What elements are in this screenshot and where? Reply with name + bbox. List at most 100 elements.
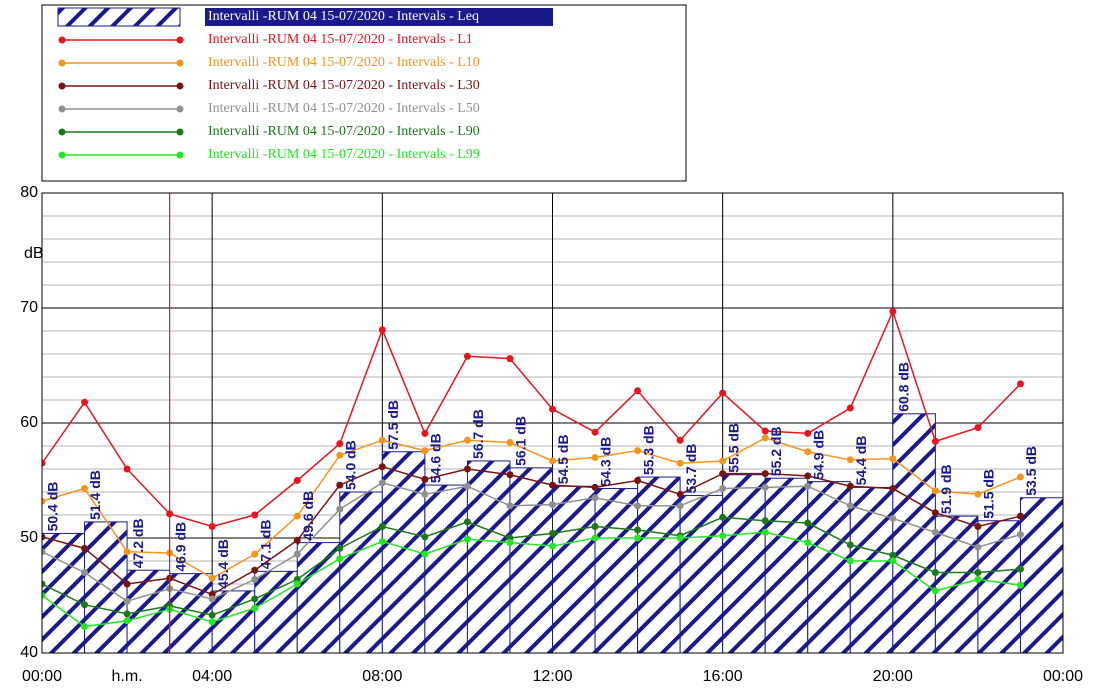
bar bbox=[892, 413, 936, 654]
legend-dot bbox=[176, 59, 184, 67]
series-point bbox=[378, 537, 386, 545]
series-point bbox=[591, 454, 599, 461]
x-tick-label: 08:00 bbox=[362, 668, 402, 685]
series-point bbox=[506, 502, 514, 510]
series-point bbox=[719, 457, 727, 465]
series-point bbox=[421, 429, 429, 437]
series-point bbox=[251, 595, 259, 603]
x-axis-label: h.m. bbox=[112, 668, 143, 685]
series-point bbox=[336, 544, 344, 552]
series-point bbox=[591, 428, 599, 436]
bar-value-label: 53.7 dB bbox=[683, 444, 699, 494]
series-point bbox=[1016, 473, 1024, 481]
legend-dot bbox=[58, 82, 66, 90]
bar-value-label: 50.4 dB bbox=[45, 482, 61, 532]
series-point bbox=[846, 482, 854, 490]
legend-highlight bbox=[205, 8, 553, 26]
series-point bbox=[421, 490, 429, 498]
series-point bbox=[719, 513, 727, 521]
bar bbox=[807, 481, 851, 654]
legend-label: Intervalli -RUM 04 15-07/2020 - Interval… bbox=[208, 147, 480, 162]
series-point bbox=[378, 463, 386, 471]
series-point bbox=[889, 307, 897, 315]
series-point bbox=[974, 523, 982, 530]
series-point bbox=[676, 436, 684, 444]
series-point bbox=[123, 580, 131, 588]
series-point bbox=[931, 509, 939, 517]
bar bbox=[466, 460, 511, 654]
legend-label: Intervalli -RUM 04 15-07/2020 - Interval… bbox=[208, 78, 480, 93]
series-point bbox=[719, 389, 727, 397]
bar bbox=[339, 491, 383, 654]
series-point bbox=[42, 497, 46, 505]
x-tick-label: 04:00 bbox=[192, 668, 232, 685]
series-point bbox=[846, 541, 854, 549]
legend-dot bbox=[176, 128, 184, 136]
bar-value-label: 57.5 dB bbox=[385, 400, 401, 450]
series-point bbox=[293, 580, 301, 588]
series-point bbox=[804, 482, 812, 490]
series-point bbox=[336, 440, 344, 448]
series-point bbox=[549, 542, 556, 550]
series-point bbox=[931, 528, 939, 536]
series-point bbox=[378, 479, 386, 487]
legend-dot bbox=[176, 82, 184, 90]
series-point bbox=[42, 548, 46, 556]
series-point bbox=[761, 483, 769, 491]
bar-value-label: 54.6 dB bbox=[428, 433, 444, 483]
series-line bbox=[42, 465, 1021, 596]
series-point bbox=[293, 477, 301, 484]
series-point bbox=[208, 618, 216, 626]
bar bbox=[594, 488, 639, 654]
series-point bbox=[506, 539, 514, 547]
series-point bbox=[336, 555, 344, 563]
series-point bbox=[1016, 581, 1024, 589]
legend-label: Intervalli -RUM 04 15-07/2020 - Interval… bbox=[208, 9, 479, 24]
series-point bbox=[336, 451, 344, 459]
bar-value-label: 54.3 dB bbox=[598, 437, 614, 487]
series-point bbox=[1016, 512, 1024, 520]
bar bbox=[41, 532, 86, 654]
bar bbox=[722, 474, 766, 654]
series-point bbox=[549, 457, 556, 465]
series-point bbox=[846, 404, 854, 412]
series-point bbox=[549, 481, 556, 489]
series-point bbox=[506, 439, 514, 447]
series-point bbox=[804, 519, 812, 527]
series-point bbox=[378, 326, 386, 334]
series-point bbox=[123, 610, 131, 618]
series-point bbox=[251, 566, 259, 574]
series-point bbox=[889, 485, 897, 493]
series-point bbox=[634, 502, 642, 510]
series-point bbox=[463, 535, 471, 543]
series-point bbox=[974, 424, 982, 432]
series-point bbox=[463, 352, 471, 360]
series-point bbox=[336, 481, 344, 489]
series-point bbox=[634, 387, 642, 395]
series-point bbox=[761, 528, 769, 536]
bar bbox=[296, 542, 341, 654]
series-point bbox=[123, 617, 131, 625]
bar-value-label: 55.3 dB bbox=[640, 425, 656, 475]
legend-dot bbox=[58, 128, 66, 136]
legend-label: Intervalli -RUM 04 15-07/2020 - Interval… bbox=[208, 55, 480, 70]
series-point bbox=[123, 548, 131, 556]
series-point bbox=[761, 517, 769, 525]
series-point bbox=[1016, 531, 1024, 539]
bar-value-label: 49.6 dB bbox=[300, 491, 316, 541]
series-point bbox=[549, 529, 556, 537]
series-point bbox=[931, 569, 939, 576]
series-point bbox=[81, 485, 89, 493]
series-point bbox=[931, 487, 939, 495]
plot-frame bbox=[41, 192, 1064, 654]
y-tick-label: 60 bbox=[20, 414, 38, 431]
series-point bbox=[42, 580, 46, 588]
series-point bbox=[378, 523, 386, 530]
series-point bbox=[761, 434, 769, 442]
bar-value-label: 60.8 dB bbox=[896, 362, 912, 412]
series-point bbox=[81, 544, 89, 552]
series-point bbox=[506, 471, 514, 479]
series-point bbox=[421, 447, 429, 455]
bar-value-label: 54.0 dB bbox=[342, 440, 358, 490]
